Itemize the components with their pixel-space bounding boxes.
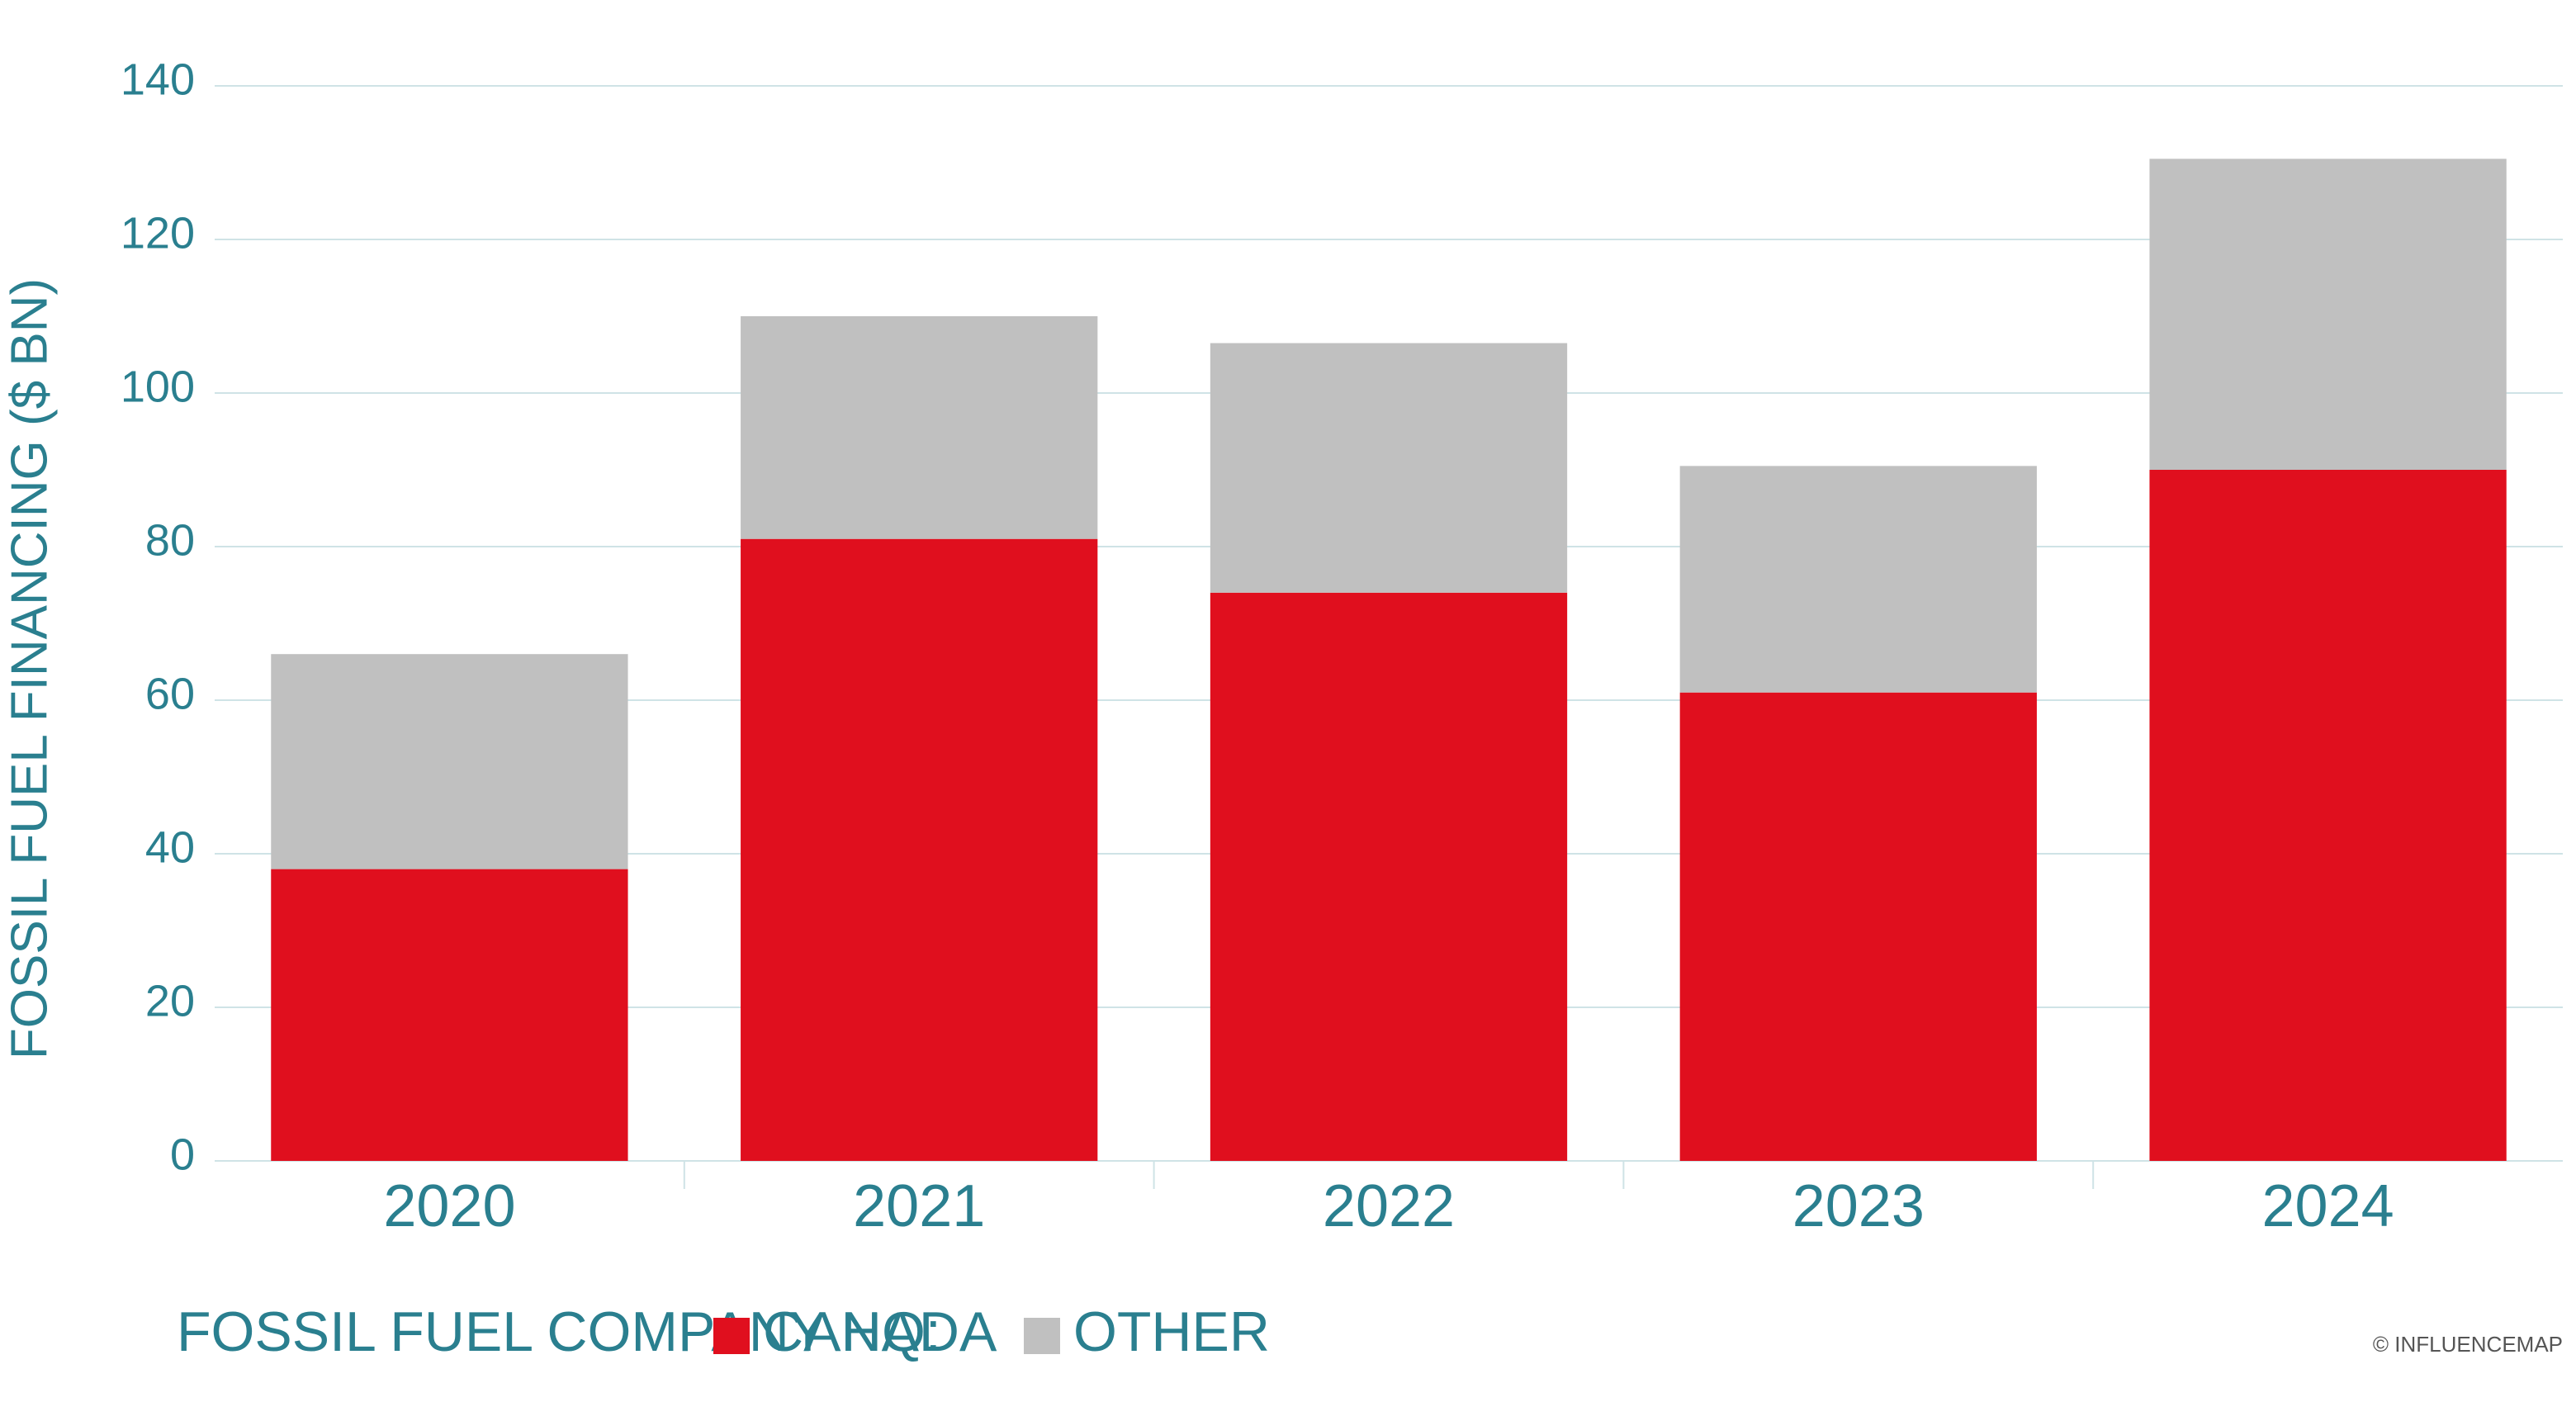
bar-segment xyxy=(1679,466,2037,693)
bar-segment xyxy=(1210,343,1568,593)
y-tick-label: 20 xyxy=(145,976,195,1025)
y-tick-label: 80 xyxy=(145,515,195,565)
bar-segment xyxy=(271,869,628,1161)
bar-segment xyxy=(741,538,1098,1161)
y-tick-label: 100 xyxy=(121,362,195,411)
bar-segment xyxy=(1210,592,1568,1161)
bar-segment xyxy=(2149,159,2507,470)
bar-segment xyxy=(271,654,628,869)
x-tick-label: 2024 xyxy=(2262,1173,2394,1239)
legend-swatch xyxy=(713,1318,750,1354)
x-tick-label: 2020 xyxy=(383,1173,515,1239)
y-tick-label: 120 xyxy=(121,208,195,258)
y-tick-label: 40 xyxy=(145,822,195,872)
bar-segment xyxy=(1679,692,2037,1161)
y-tick-label: 0 xyxy=(170,1130,195,1179)
x-tick-label: 2023 xyxy=(1792,1173,1925,1239)
legend-title: FOSSIL FUEL COMPANY HQ: xyxy=(177,1300,941,1363)
x-tick-label: 2021 xyxy=(853,1173,985,1239)
y-tick-label: 60 xyxy=(145,669,195,718)
y-axis-title: FOSSIL FUEL FINANCING ($ BN) xyxy=(1,278,58,1059)
bar-segment xyxy=(741,316,1098,539)
bar-segment xyxy=(2149,470,2507,1161)
credit: © INFLUENCEMAP xyxy=(2373,1332,2563,1357)
legend-swatch xyxy=(1024,1318,1060,1354)
y-tick-label: 140 xyxy=(121,54,195,104)
legend-label: OTHER xyxy=(1073,1300,1270,1363)
legend-label: CANADA xyxy=(763,1300,997,1363)
x-tick-label: 2022 xyxy=(1323,1173,1455,1239)
